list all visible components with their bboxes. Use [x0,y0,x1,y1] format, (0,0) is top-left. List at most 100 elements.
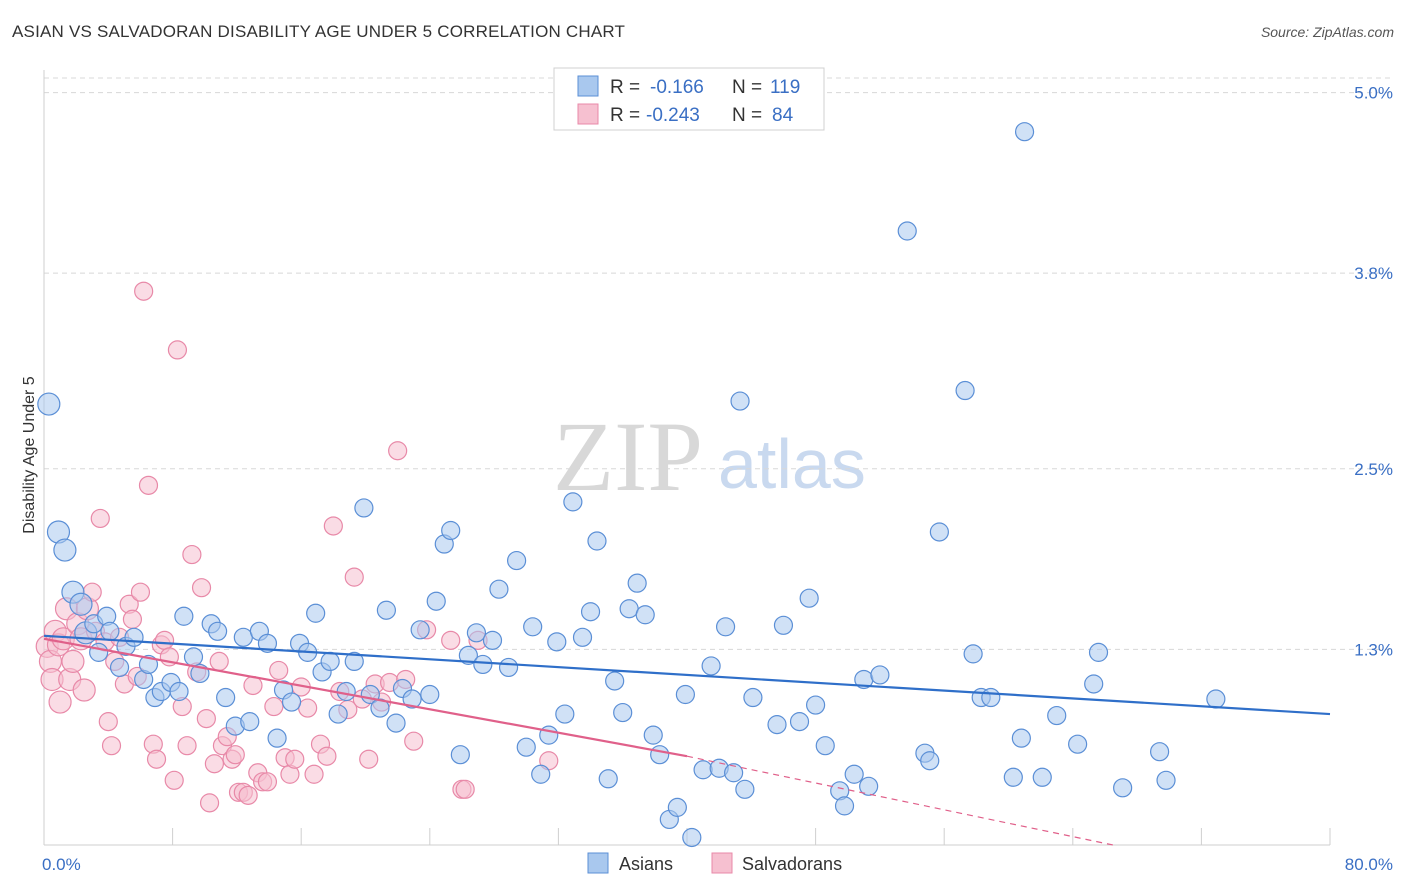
asian-point [489,579,509,599]
asian-point [920,751,940,771]
asian-point [216,687,236,708]
bottom-legend-swatch-salvadorans [711,852,733,874]
asian-point [450,745,470,765]
asian-point [169,681,189,702]
legend-box: R = -0.166 N = 119 R = -0.243 N = 84 [553,67,825,131]
asian-point [767,715,787,735]
asian-point [724,763,744,783]
salvadoran-trend-line [43,637,688,758]
asian-point [963,644,983,664]
salvadoran-point [154,630,175,650]
asian-point [466,623,487,643]
asian-point [69,592,93,616]
asian-point [523,617,543,637]
chart-title: ASIAN VS SALVADORAN DISABILITY AGE UNDER… [12,22,626,41]
salvadoran-point [269,660,289,681]
gridlines [44,77,1392,650]
y-tick-label: 2.5% [1354,460,1393,479]
salvadoran-point [134,281,154,301]
asian-point [1084,674,1104,694]
salvadoran-point [404,731,424,751]
asian-point [89,642,109,662]
salvadoran-point [455,779,475,799]
asian-point [320,651,340,672]
bottom-legend-label-asians: Asians [619,854,673,874]
y-tick-label: 3.8% [1354,264,1393,283]
legend-n-label-salvadorans: N = [732,105,762,126]
asian-point [715,617,736,637]
asian-point [426,591,446,611]
chart-source: Source: ZipAtlas.com [1260,24,1394,40]
salvadoran-point [204,754,224,774]
salvadoran-point [225,745,245,765]
legend-n-value-salvadorans: 84 [772,105,794,126]
asian-point [773,615,794,635]
asian-point [815,736,835,756]
asian-point [482,630,503,650]
asian-point [870,665,890,685]
asian-point [37,392,61,416]
legend-r-label-salvadorans: R = [610,105,640,126]
asian-point [789,712,810,732]
bottom-legend-label-salvadorans: Salvadorans [742,854,842,874]
asian-point [458,645,478,665]
x-tick-label-max: 80.0% [1345,855,1393,874]
asian-point [929,522,949,542]
asian-point [555,704,575,724]
asian-point [587,531,607,551]
asian-point [598,769,618,789]
asian-point [1068,734,1088,754]
asian-point [507,550,527,571]
asian-point [981,687,1001,708]
y-tick-label: 5.0% [1354,84,1393,103]
asian-point [563,492,583,512]
salvadoran-point [191,578,212,598]
asian-point [420,684,440,705]
asian-point [1088,642,1109,662]
asian-point [955,380,975,401]
asian-point [743,687,763,708]
salvadoran-point [388,441,408,461]
salvadoran-point [72,678,96,702]
series-salvadorans [35,281,559,813]
asian-point [516,737,536,757]
watermark-atlas: atlas [718,425,866,503]
asian-point [376,600,396,620]
salvadoran-point [264,696,284,717]
asian-point [619,599,639,619]
salvadoran-point [359,749,379,769]
asian-point [233,627,253,647]
asian-point [257,633,278,653]
salvadoran-point [146,749,167,769]
asian-point [859,776,879,796]
salvadoran-point [257,772,278,792]
asian-point [730,391,750,411]
asian-point [267,728,287,748]
asian-point [580,602,601,622]
asian-point [897,221,917,241]
asian-point [328,704,348,724]
asian-point [805,695,826,715]
bottom-legend: Asians Salvadorans [587,852,842,874]
asian-point [572,627,593,647]
legend-swatch-salvadorans [577,103,599,125]
salvadoran-point [98,712,118,732]
legend-n-label-asians: N = [732,77,762,98]
asian-point [844,764,864,784]
asian-point [109,657,130,678]
salvadoran-point [61,649,85,674]
asian-point [410,620,430,640]
asian-point [402,689,422,709]
legend-n-value-asians: 119 [770,77,800,98]
asian-point [174,606,194,626]
salvadoran-point [164,770,184,790]
bottom-legend-swatch-asians [587,852,609,874]
asian-point [799,588,819,608]
salvadoran-point [238,785,258,805]
asian-point [240,712,260,732]
salvadoran-point [177,736,197,756]
asian-point [1047,705,1067,726]
asian-point [627,573,647,593]
legend-r-value-salvadorans: -0.243 [646,105,700,126]
